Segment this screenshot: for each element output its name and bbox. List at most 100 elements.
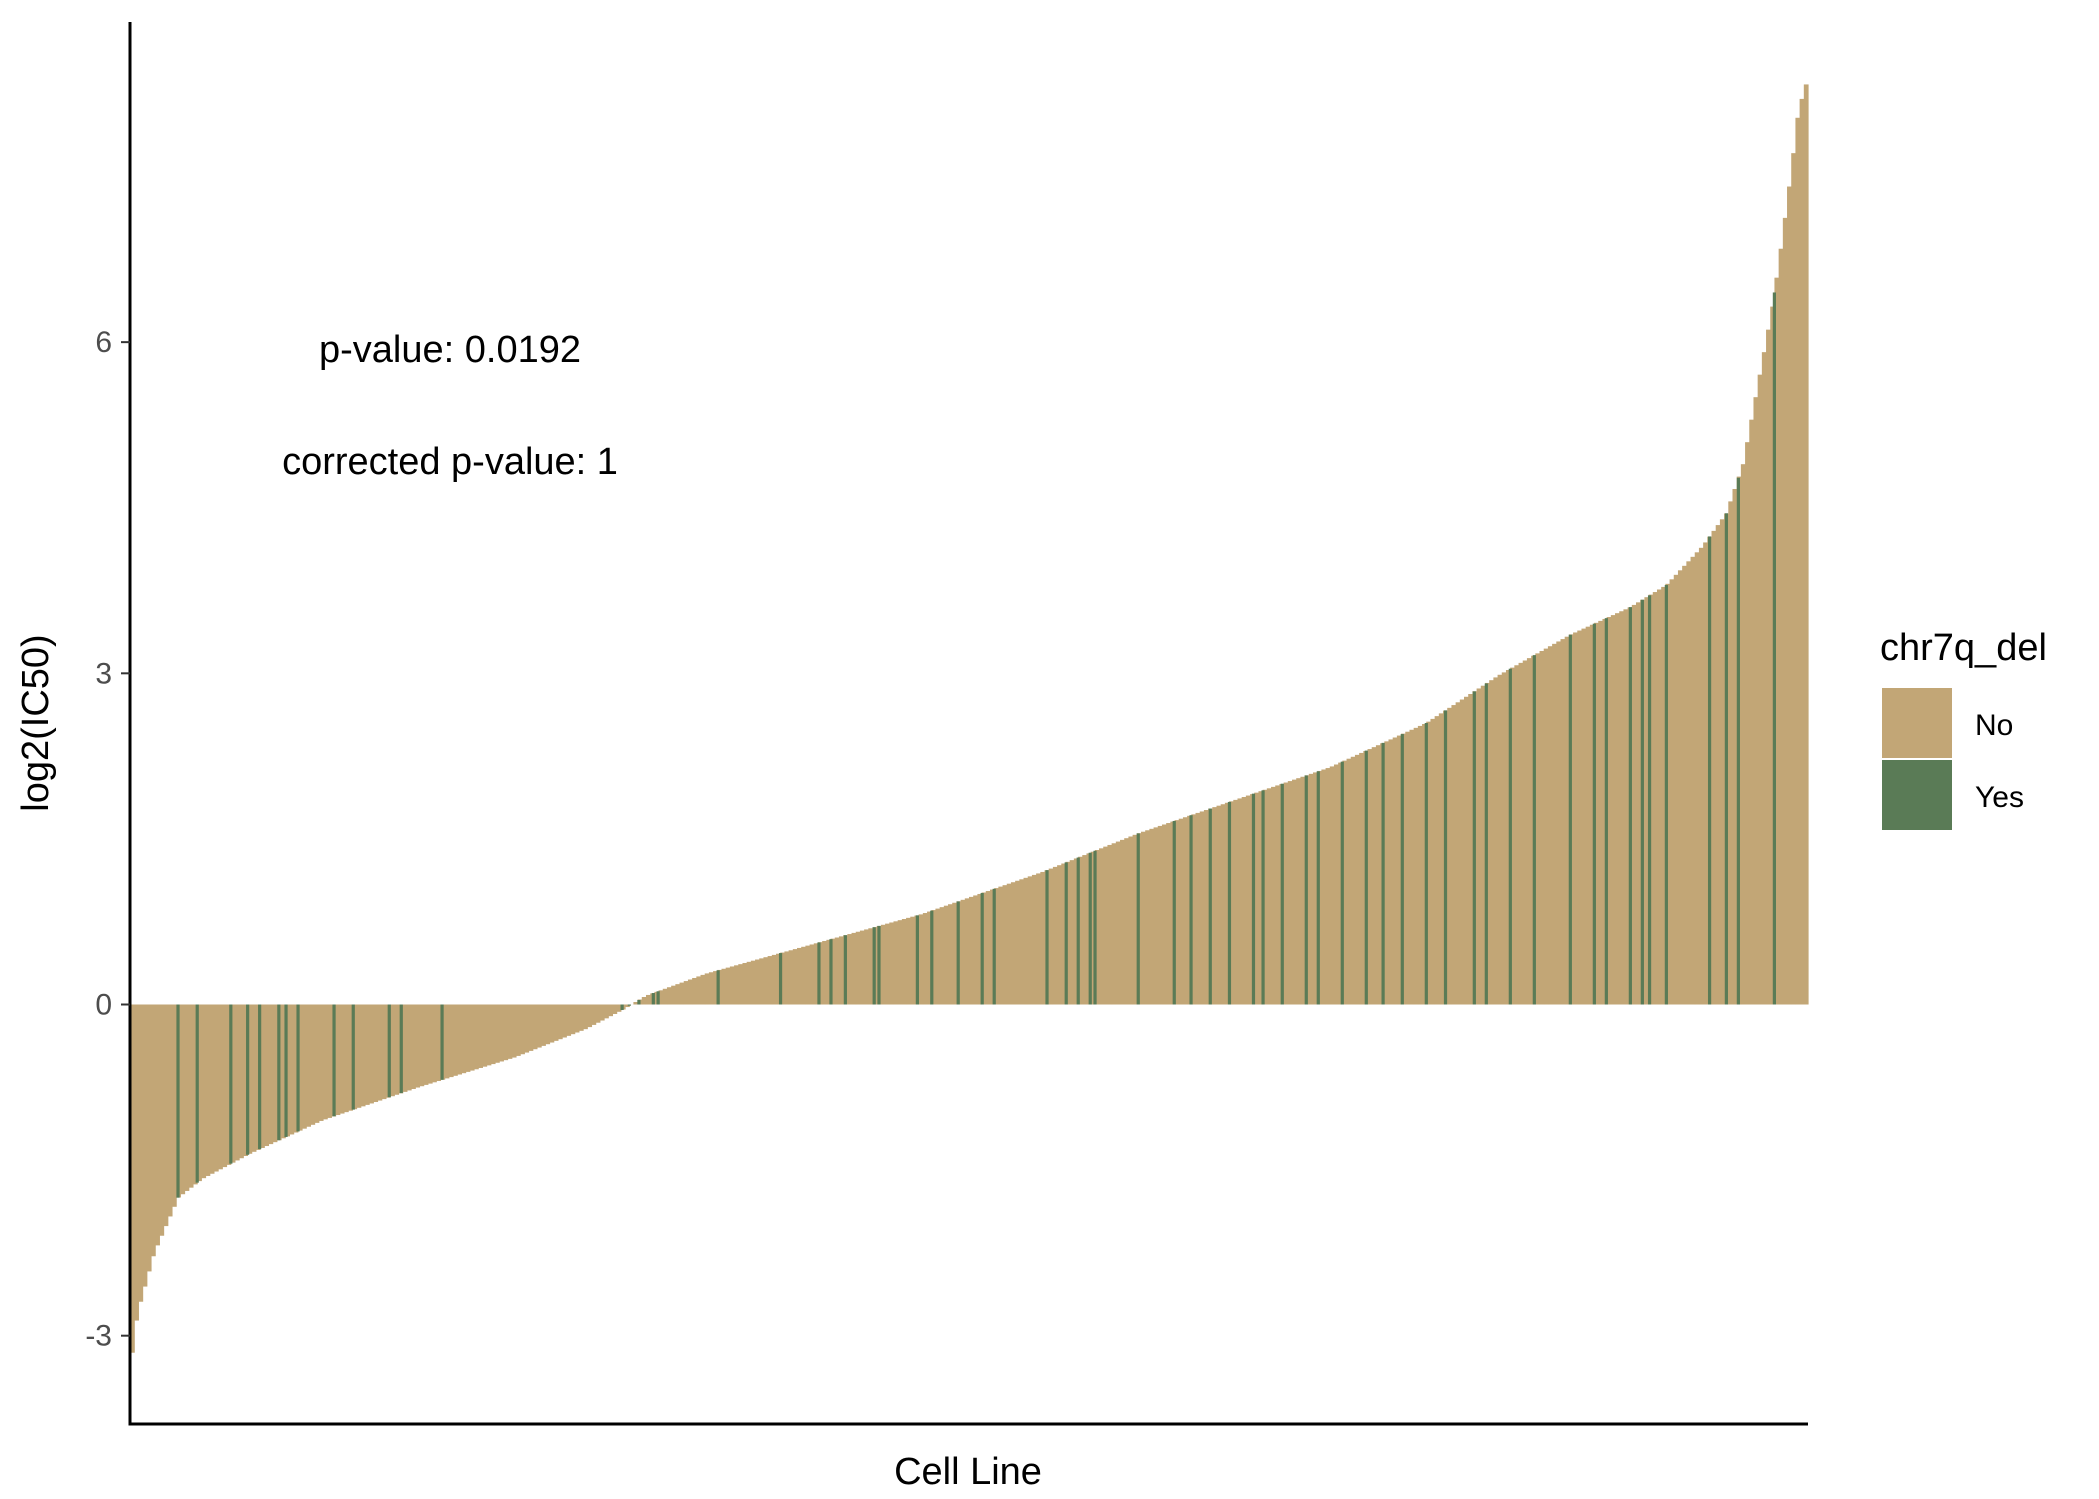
bar-no <box>209 1004 215 1174</box>
bar-no <box>734 965 739 1005</box>
bar-no <box>1392 737 1398 1005</box>
bar-no <box>163 1004 169 1227</box>
bar-yes <box>387 1004 391 1098</box>
bar-no <box>469 1004 475 1071</box>
bar-no <box>1581 628 1587 1005</box>
bar-no <box>893 921 899 1005</box>
bar-no <box>885 923 890 1005</box>
bar-yes <box>930 910 934 1005</box>
bar-yes <box>229 1004 233 1164</box>
bar-yes <box>1508 668 1512 1005</box>
bar-yes <box>1251 793 1256 1005</box>
bar-no <box>364 1004 370 1105</box>
bar-no <box>532 1004 538 1050</box>
bar-no <box>1073 858 1079 1005</box>
y-tick-label: 0 <box>95 989 112 1022</box>
bar-yes <box>284 1004 288 1137</box>
y-axis-ticks: -3 0 3 6 <box>85 326 130 1353</box>
bar-no <box>226 1004 232 1165</box>
bar-no <box>1749 419 1755 1005</box>
bar-no <box>159 1004 165 1236</box>
bar-no <box>771 954 777 1005</box>
bar-no <box>1552 643 1557 1005</box>
bar-no <box>356 1004 362 1108</box>
bar-no <box>1510 667 1515 1005</box>
bar-no <box>1220 804 1226 1005</box>
bar-no <box>1761 352 1767 1005</box>
bar-no <box>826 939 832 1005</box>
bar-no <box>138 1004 144 1302</box>
bar-no <box>725 967 731 1005</box>
bar-no <box>1019 879 1025 1005</box>
bar-no <box>880 924 886 1005</box>
bar-no <box>1308 773 1314 1005</box>
bar-no <box>599 1004 605 1021</box>
legend-label-yes: Yes <box>1975 781 2024 814</box>
bar-no <box>457 1004 462 1075</box>
x-axis-title: Cell Line <box>894 1451 1042 1493</box>
bar-yes <box>1472 691 1476 1005</box>
bar-no <box>549 1004 555 1043</box>
bar-no <box>335 1004 341 1116</box>
bar-no <box>566 1004 572 1036</box>
bar-no <box>150 1004 156 1257</box>
bar-yes <box>1707 536 1712 1005</box>
bar-no <box>465 1004 471 1072</box>
bar-no <box>1195 812 1201 1005</box>
bar-no <box>478 1004 483 1068</box>
bar-no <box>692 977 697 1005</box>
bar-yes <box>843 935 847 1005</box>
bar-no <box>570 1004 576 1035</box>
bar-no <box>1413 727 1419 1005</box>
bar-yes <box>1664 585 1668 1005</box>
bar-no <box>683 981 689 1005</box>
bar-no <box>977 893 983 1005</box>
bar-no <box>910 916 916 1005</box>
bar-no <box>922 913 928 1005</box>
bar-no <box>247 1004 253 1154</box>
bar-no <box>1656 589 1662 1005</box>
bar-no <box>583 1004 588 1030</box>
bar-no <box>1598 620 1604 1005</box>
bar-no <box>1480 685 1486 1005</box>
bar-no <box>1174 820 1180 1005</box>
bar-no <box>1430 718 1436 1005</box>
bar-no <box>1547 646 1553 1005</box>
bar-no <box>1787 186 1792 1005</box>
bar-no <box>1732 488 1738 1005</box>
bar-no <box>918 914 924 1005</box>
bar-no <box>343 1004 349 1113</box>
bar-no <box>1166 823 1171 1005</box>
bar-no <box>1354 754 1360 1005</box>
bar-no <box>1468 694 1473 1005</box>
bar-no <box>985 891 991 1005</box>
bar-no <box>1698 547 1704 1005</box>
bar-no <box>1384 741 1390 1005</box>
bar-no <box>1631 604 1637 1005</box>
bar-no <box>1258 791 1264 1005</box>
bar-no <box>1606 617 1612 1005</box>
bar-yes <box>1208 808 1212 1005</box>
bar-no <box>1489 680 1494 1005</box>
bar-no <box>453 1004 458 1076</box>
bar-no <box>1434 716 1440 1005</box>
bar-no <box>1438 713 1444 1005</box>
bar-no <box>1476 688 1482 1005</box>
bar-yes <box>296 1004 300 1132</box>
bar-no <box>134 1004 139 1321</box>
bar-no <box>1191 814 1197 1005</box>
bar-no <box>1728 501 1734 1005</box>
bar-no <box>658 990 664 1005</box>
bar-no <box>750 960 756 1005</box>
bar-no <box>1518 662 1524 1005</box>
bar-no <box>473 1004 479 1070</box>
bar-no <box>931 910 937 1005</box>
bar-no <box>1757 374 1763 1005</box>
bar-no <box>1224 802 1230 1005</box>
bar-no <box>541 1004 546 1046</box>
bar-no <box>1015 880 1020 1005</box>
bar-no <box>1615 613 1620 1005</box>
bar-no <box>213 1004 219 1172</box>
bar-no <box>1426 721 1432 1005</box>
bar-no <box>1782 217 1788 1005</box>
